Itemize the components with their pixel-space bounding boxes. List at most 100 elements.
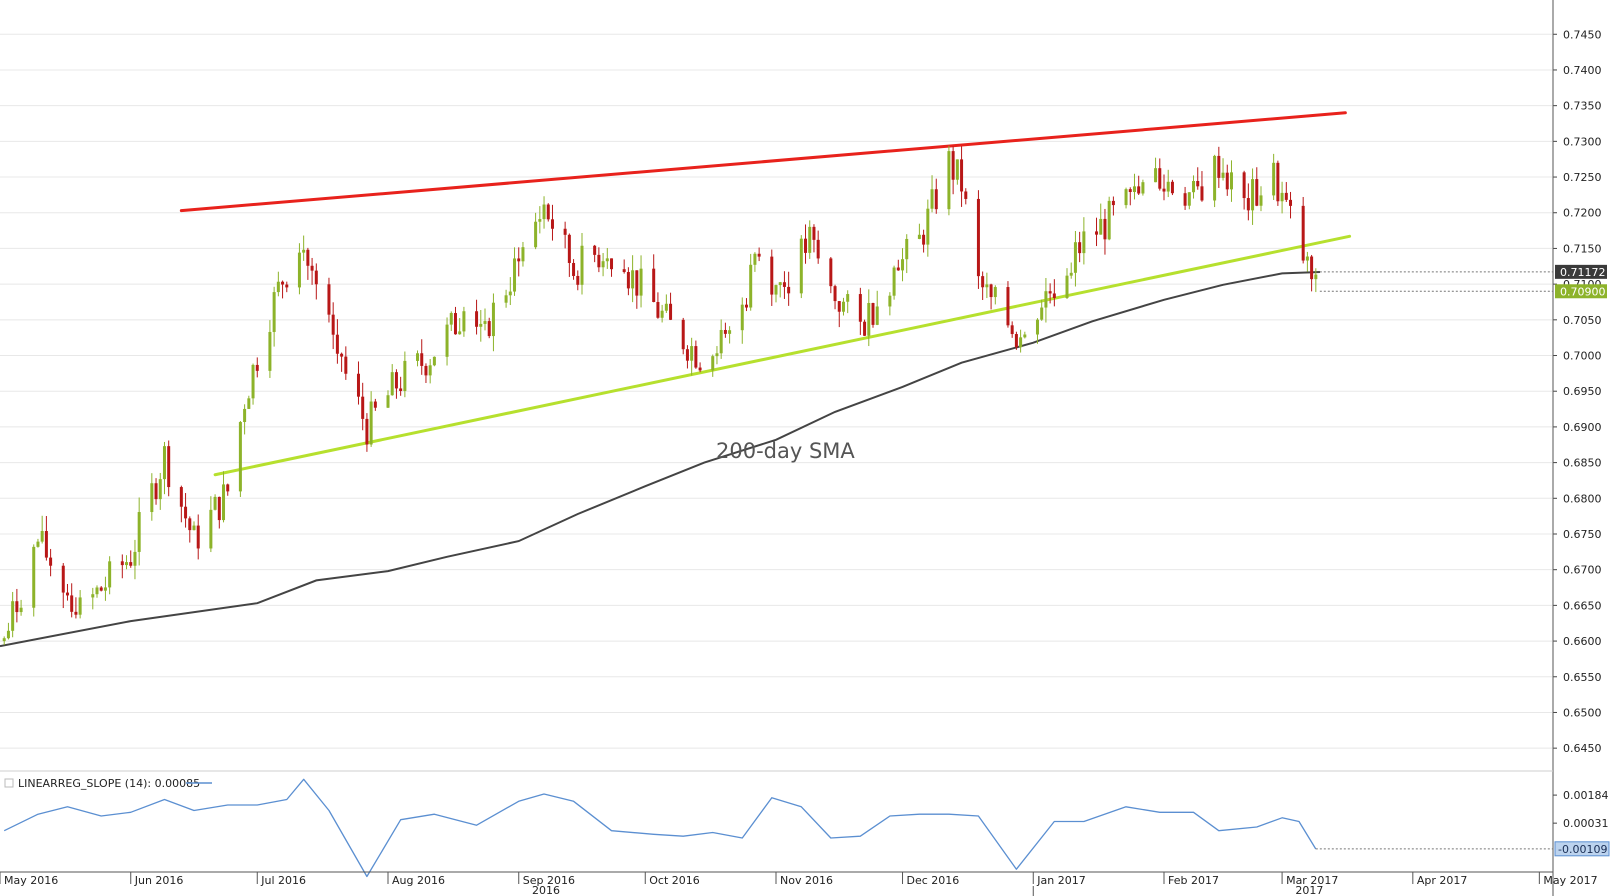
candle-body — [690, 346, 694, 361]
candle-body — [989, 284, 993, 298]
candle-body — [1154, 168, 1158, 183]
candle-body — [841, 301, 845, 312]
candle-body — [428, 365, 432, 376]
candle-body — [955, 159, 959, 180]
support-trendline — [213, 234, 1352, 477]
candle-body — [1082, 231, 1086, 254]
candle-body — [812, 226, 816, 240]
linearreg-slope-line — [3, 778, 1317, 878]
candle-body — [774, 285, 778, 295]
candle-body — [1255, 179, 1259, 206]
candle-body — [243, 408, 247, 423]
candle-body — [403, 360, 407, 391]
candle-body — [896, 267, 900, 271]
candle-body — [36, 541, 40, 547]
candle-body — [247, 398, 251, 409]
candle-body — [167, 446, 171, 488]
candle-body — [6, 630, 10, 639]
price-tick-label: 0.7200 — [1563, 207, 1602, 220]
month-tick-label: May 2017 — [1543, 874, 1597, 887]
candle-body — [209, 509, 213, 549]
candle-body — [251, 364, 255, 399]
candle-body — [32, 546, 36, 608]
candle-body — [281, 281, 285, 285]
candle-body — [462, 311, 466, 332]
candle-body — [1073, 242, 1077, 273]
candle-body — [91, 594, 95, 598]
candle-body — [272, 292, 276, 332]
candle-body — [622, 269, 626, 273]
candle-body — [137, 512, 141, 552]
candle-body — [930, 189, 934, 209]
candle-body — [816, 239, 820, 259]
candle-body — [49, 557, 53, 566]
candle-body — [964, 191, 968, 199]
candle-body — [356, 373, 360, 397]
candle-body — [1095, 231, 1099, 235]
candle-body — [711, 356, 715, 371]
candle-body — [196, 525, 200, 549]
month-tick-label: Jun 2016 — [134, 874, 184, 887]
indicator-toggle-icon[interactable] — [4, 778, 14, 788]
candle-body — [504, 295, 508, 303]
price-tick-label: 0.6500 — [1563, 706, 1602, 719]
candle-body — [639, 268, 643, 296]
candle-body — [626, 272, 630, 289]
price-tick-label: 0.6900 — [1563, 421, 1602, 434]
candle-body — [1289, 199, 1293, 206]
sma-annotation-label: 200-day SMA — [716, 439, 855, 463]
candle-body — [905, 238, 909, 260]
candle-body — [871, 303, 875, 325]
candle-body — [542, 204, 546, 220]
candle-body — [1213, 155, 1217, 201]
candle-body — [1107, 200, 1111, 240]
candle-body — [162, 446, 166, 480]
candle-body — [416, 353, 420, 361]
candle-body — [420, 353, 424, 366]
candle-body — [993, 287, 997, 298]
candle-body — [572, 262, 576, 276]
candle-body — [1310, 256, 1314, 280]
candle-body — [1044, 291, 1048, 308]
month-tick-label: Aug 2016 — [392, 874, 445, 887]
candle-body — [1006, 287, 1010, 326]
candle-body — [314, 270, 318, 285]
time-axis: May 2016 Jun 2016 Jul 2016 Aug 2016 Sep 2016… — [0, 871, 1598, 896]
candle-body — [179, 487, 183, 507]
month-tick-label: Jan 2017 — [1036, 874, 1085, 887]
candle-body — [601, 261, 605, 268]
candle-body — [1251, 179, 1255, 211]
candle-body — [829, 258, 833, 287]
candle-body — [1221, 172, 1225, 178]
price-tick-label: 0.6550 — [1563, 671, 1602, 684]
price-tick-label: 0.6850 — [1563, 457, 1602, 470]
candle-body — [15, 601, 19, 613]
candle-body — [833, 286, 837, 302]
candle-body — [1242, 172, 1246, 199]
candle-body — [331, 314, 335, 335]
indicator-tick-label: 0.00031 — [1563, 817, 1609, 830]
candle-body — [192, 525, 196, 531]
candle-body — [238, 422, 242, 492]
candle-body — [863, 321, 867, 336]
candle-body — [184, 506, 188, 519]
candle-body — [597, 254, 601, 268]
indicator-tick-label: 0.00184 — [1563, 789, 1609, 802]
indicator-legend: LINEARREG_SLOPE (14): 0.00085 — [4, 777, 212, 790]
candle-body — [1040, 307, 1044, 320]
candle-body — [1132, 186, 1136, 193]
candle-body — [222, 484, 226, 521]
candle-body — [892, 267, 896, 296]
price-tick-label: 0.7400 — [1563, 64, 1602, 77]
candle-body — [652, 268, 656, 302]
candle-body — [917, 234, 921, 239]
price-tick-label: 0.6700 — [1563, 564, 1602, 577]
candle-body — [605, 258, 609, 262]
candlesticks — [2, 145, 1318, 645]
candle-body — [728, 330, 732, 334]
candle-body — [1019, 337, 1023, 348]
candle-body — [951, 151, 955, 180]
candle-body — [669, 303, 673, 320]
candle-body — [1225, 172, 1229, 190]
